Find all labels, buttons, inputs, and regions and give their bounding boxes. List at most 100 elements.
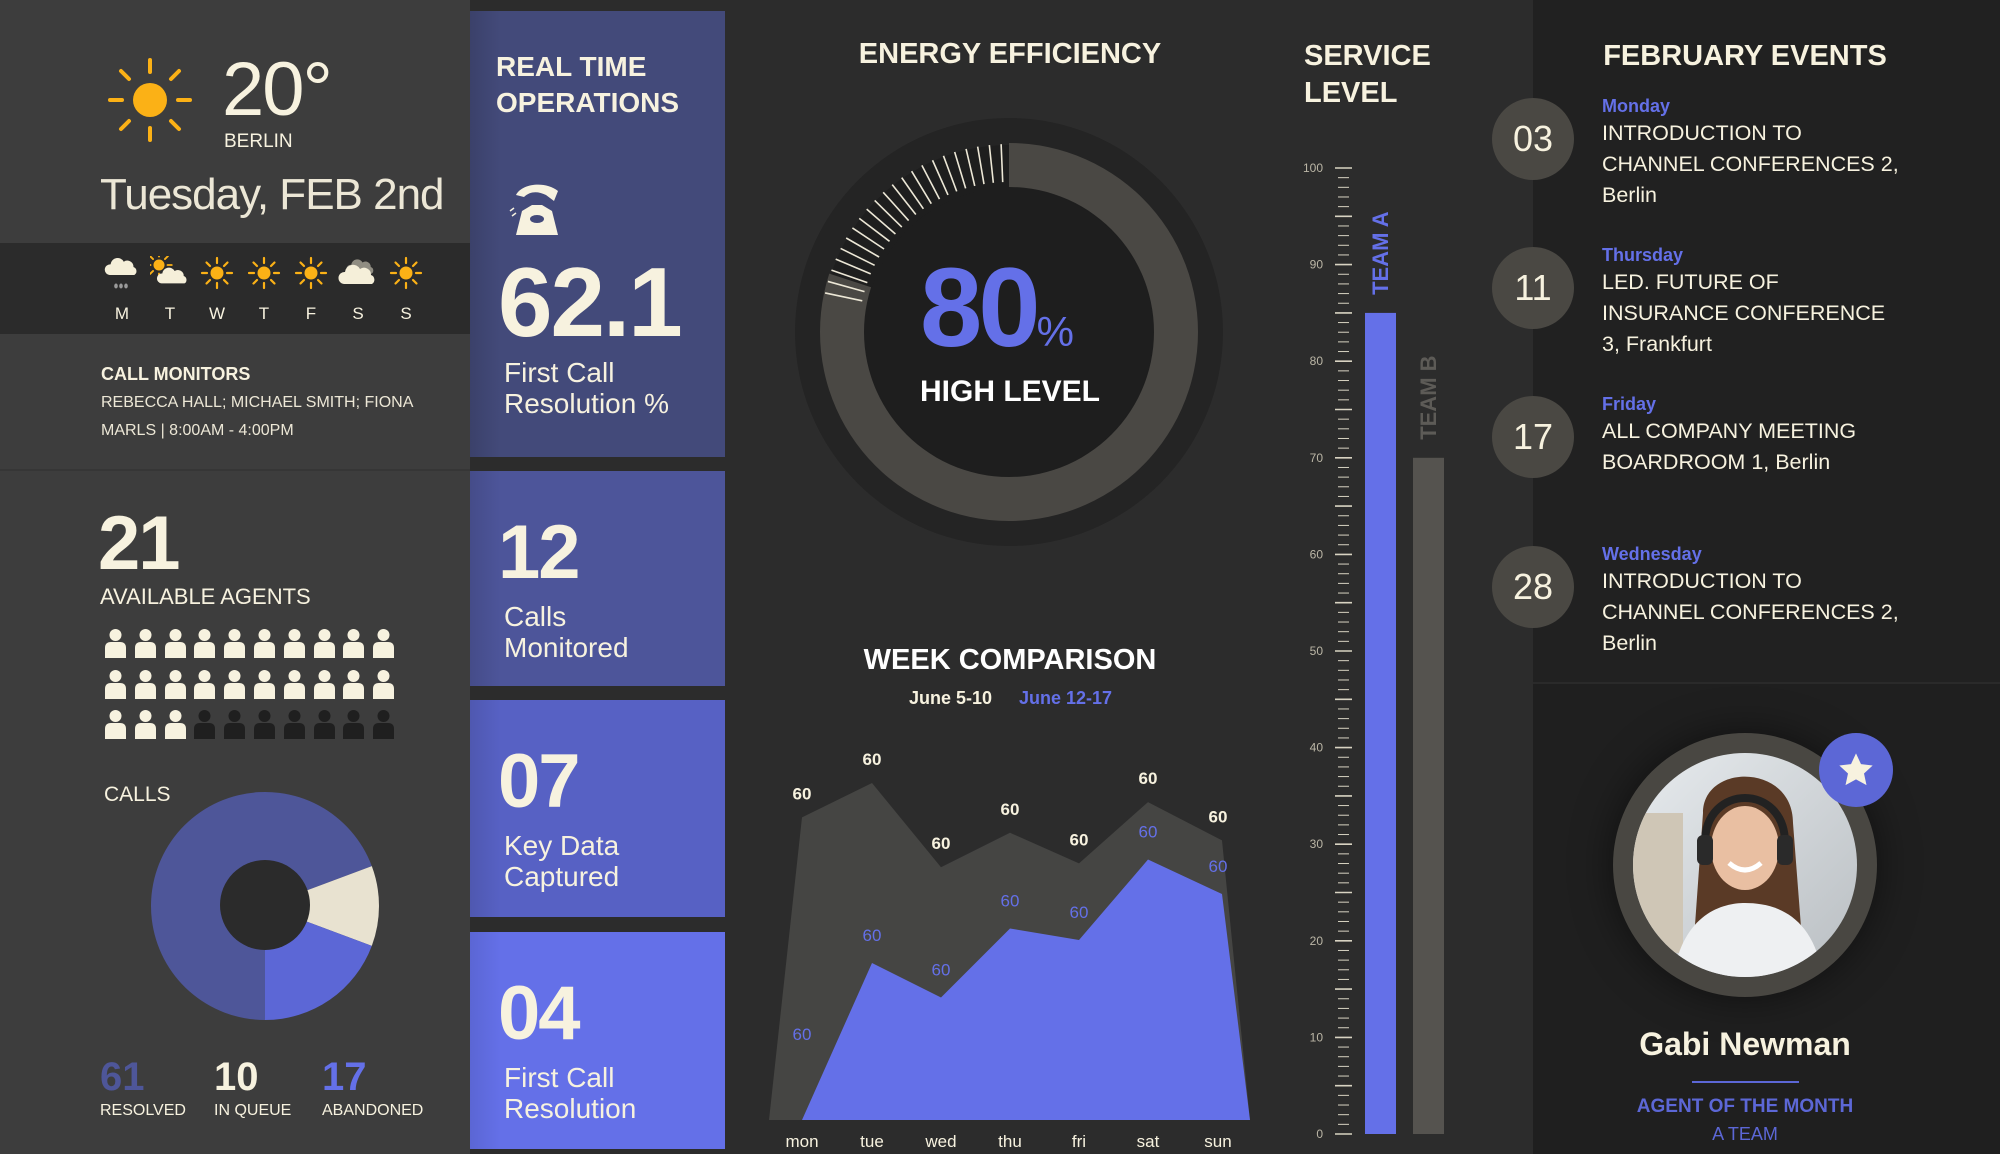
resolved-count: 61: [100, 1055, 145, 1099]
gauge-tick: [953, 151, 967, 189]
data-label: 60: [932, 834, 951, 853]
current-date: Tuesday, FEB 2nd: [100, 170, 445, 219]
week-comparison-title: WEEK COMPARISON: [863, 644, 1157, 676]
divider: [0, 469, 470, 471]
gauge-tick: [874, 199, 903, 228]
data-label: 60: [932, 960, 951, 979]
calls-donut-chart: [151, 792, 379, 1020]
data-label: 60: [1209, 807, 1228, 826]
tile-label-line1: Calls: [504, 601, 567, 632]
tile-label-line2: Monitored: [504, 632, 629, 663]
y-tick-label: 70: [1310, 451, 1324, 465]
bar-team-b: [1413, 457, 1444, 1134]
event-date-badge: 11: [1492, 247, 1574, 329]
agent-available-icon: [105, 629, 126, 658]
tile-calls-monitored: 12 Calls Monitored: [470, 471, 725, 686]
agent-available-icon: [373, 669, 395, 699]
agent-available-icon: [254, 629, 275, 658]
gauge-tick: [882, 191, 910, 222]
event-description-line: BOARDROOM 1, Berlin: [1602, 450, 1831, 474]
sun-icon: [386, 256, 426, 290]
gauge-tick: [858, 217, 891, 242]
cloud-icon: [338, 259, 378, 290]
key-data-captured-value: 07: [498, 739, 581, 824]
y-tick-label: 30: [1310, 837, 1324, 851]
first-call-resolution-value: 04: [498, 971, 581, 1056]
forecast-day-label: T: [258, 304, 270, 323]
gauge-tick: [901, 177, 925, 210]
bar-label: TEAM A: [1368, 211, 1393, 295]
y-tick-label: 80: [1310, 354, 1324, 368]
agent-available-icon: [343, 669, 365, 699]
event-description-line: CHANNEL CONFERENCES 2,: [1602, 152, 1899, 176]
phone-icon: [509, 184, 558, 235]
tile-first-call-resolution: 04 First Call Resolution: [470, 932, 725, 1149]
agent-available-icon: [224, 629, 246, 658]
agent-unavailable-icon: [313, 710, 335, 739]
event-day: Thursday: [1602, 245, 1684, 265]
forecast-day-label: F: [305, 304, 317, 323]
agent-available-icon: [134, 669, 156, 699]
agent-award-title: AGENT OF THE MONTH: [1636, 1096, 1854, 1117]
gauge-tick: [942, 155, 958, 192]
forecast-day-label: T: [164, 304, 176, 323]
data-label: 60: [863, 926, 882, 945]
gauge-tick: [891, 184, 917, 215]
call-monitors-names: REBECCA HALL; MICHAEL SMITH; FIONA: [101, 394, 414, 411]
tile-label-line1: First Call: [504, 357, 615, 388]
data-label: 60: [1070, 830, 1089, 849]
event-day: Wednesday: [1602, 544, 1702, 564]
y-tick-label: 50: [1310, 644, 1324, 658]
bar-label: TEAM B: [1416, 355, 1441, 439]
agent-available-icon: [373, 629, 395, 658]
gauge-tick: [831, 269, 868, 284]
in-queue-label: IN QUEUE: [214, 1102, 292, 1119]
event-date-badge: 03: [1492, 98, 1574, 180]
agent-available-icon: [134, 710, 156, 739]
x-tick-label: sun: [1204, 1132, 1231, 1151]
operations-title-1: REAL TIME: [496, 51, 647, 82]
agent-available-icon: [105, 710, 126, 739]
resolved-label: RESOLVED: [100, 1102, 186, 1119]
gauge-tick: [851, 227, 885, 250]
tile-label-line2: Captured: [504, 861, 620, 892]
event-description-line: CHANNEL CONFERENCES 2,: [1602, 600, 1899, 624]
agent-name: Gabi Newman: [1639, 1026, 1851, 1062]
in-queue-count: 10: [214, 1055, 259, 1099]
y-tick-label: 40: [1310, 741, 1324, 755]
operations-title-2: OPERATIONS: [496, 87, 680, 118]
service-level-chart: 0 10 20 30 40 50 60 70 80 90 100 TEAM A TEAM B: [1303, 161, 1444, 1141]
agent-available-icon: [254, 669, 275, 699]
agent-unavailable-icon: [373, 710, 395, 739]
energy-value: 80%: [920, 252, 1074, 364]
data-label: 60: [863, 750, 882, 769]
data-label: 60: [1139, 769, 1158, 788]
calls-monitored-value: 12: [498, 510, 581, 595]
gauge-tick: [835, 258, 872, 275]
available-agents-count: 21: [98, 501, 181, 586]
gauge-tick: [840, 247, 875, 267]
data-label: 60: [1001, 800, 1020, 819]
agent-available-icon: [283, 669, 305, 699]
agent-available-icon: [313, 669, 335, 699]
agent-team: A TEAM: [1712, 1124, 1778, 1144]
sun-icon: [108, 58, 192, 142]
agent-available-icon: [164, 710, 186, 739]
data-label: 60: [1001, 892, 1020, 911]
agent-unavailable-icon: [194, 710, 216, 739]
y-tick-label: 60: [1310, 547, 1324, 561]
agent-available-icon: [313, 629, 335, 658]
gauge-tick: [976, 146, 985, 185]
agent-available-icon: [224, 669, 246, 699]
energy-gauge: [795, 118, 1223, 546]
x-tick-label: sat: [1137, 1132, 1160, 1151]
event-description-line: Berlin: [1602, 631, 1657, 655]
tile-key-data-captured: 07 Key Data Captured: [470, 700, 725, 917]
gauge-tick: [827, 280, 865, 293]
available-agents-label: AVAILABLE AGENTS: [100, 584, 311, 609]
x-tick-label: thu: [998, 1132, 1022, 1151]
data-label: 60: [1139, 823, 1158, 842]
gauge-tick: [910, 170, 932, 205]
star-badge: [1819, 733, 1893, 807]
call-monitors-title: CALL MONITORS: [101, 364, 251, 384]
